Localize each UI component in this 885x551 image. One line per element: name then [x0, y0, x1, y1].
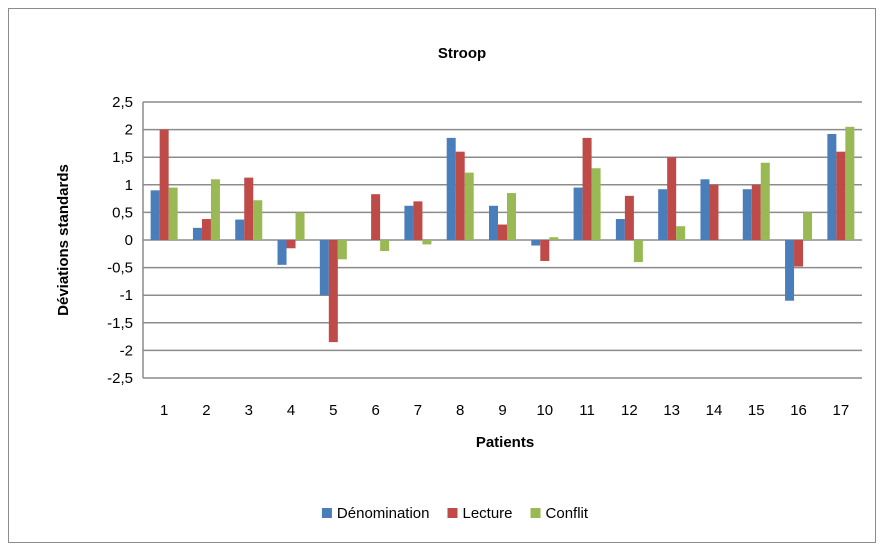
- bar-conflit-15: [760, 162, 770, 240]
- bar-d-nomination-13: [658, 189, 668, 240]
- bar-conflit-6: [380, 240, 390, 252]
- y-tick-label: 1: [125, 177, 133, 194]
- bar-d-nomination-9: [489, 205, 498, 240]
- bar-lecture-4: [286, 240, 296, 249]
- bar-lecture-11: [582, 137, 592, 240]
- x-tick-label: 10: [536, 402, 553, 419]
- x-tick-label: 3: [245, 402, 253, 419]
- bar-lecture-12: [624, 195, 634, 240]
- bar-lecture-10: [540, 240, 550, 261]
- bar-conflit-9: [507, 193, 516, 240]
- bar-lecture-2: [201, 219, 211, 240]
- bar-conflit-16: [803, 212, 813, 240]
- bar-d-nomination-8: [446, 137, 456, 240]
- x-tick-label: 2: [202, 402, 210, 419]
- x-tick-label: 7: [414, 402, 422, 419]
- legend-label: Conflit: [546, 505, 589, 522]
- bar-d-nomination-14: [700, 179, 710, 240]
- y-tick-label: -2,5: [107, 370, 133, 387]
- y-tick-label: 1,5: [112, 149, 133, 166]
- x-tick-label: 11: [579, 402, 595, 419]
- bar-lecture-14: [709, 184, 719, 240]
- bar-d-nomination-7: [404, 205, 414, 240]
- bar-d-nomination-17: [827, 134, 837, 240]
- bar-d-nomination-16: [785, 240, 795, 301]
- y-tick-label: -1: [120, 287, 133, 304]
- bar-d-nomination-1: [150, 190, 160, 240]
- bar-d-nomination-11: [573, 187, 583, 240]
- bar-conflit-8: [464, 172, 474, 240]
- bar-conflit-11: [591, 168, 601, 240]
- bar-d-nomination-5: [319, 240, 329, 296]
- axes: 2,521,510,50-0,5-1-1,5-2-2,51 2 3 4 5 6 7 8 9 10 1…: [107, 94, 849, 419]
- bars: [150, 126, 855, 343]
- bar-conflit-4: [295, 212, 305, 240]
- bar-d-nomination-12: [615, 219, 625, 240]
- bar-lecture-7: [413, 201, 423, 240]
- bar-d-nomination-4: [277, 240, 287, 265]
- bar-lecture-3: [244, 177, 254, 240]
- bar-conflit-17: [845, 126, 855, 240]
- bar-lecture-9: [498, 224, 507, 240]
- bar-conflit-1: [168, 187, 178, 240]
- x-tick-label: 15: [748, 402, 765, 419]
- x-tick-label: 13: [663, 402, 680, 419]
- x-tick-label: 1: [160, 402, 168, 419]
- bar-lecture-15: [751, 184, 761, 240]
- gridlines: [143, 101, 862, 379]
- bar-d-nomination-10: [531, 240, 541, 246]
- x-tick-label: 6: [371, 402, 379, 419]
- legend-swatch-d-nomination: [321, 508, 332, 518]
- y-tick-label: 0: [125, 232, 133, 249]
- legend-label: Lecture: [462, 505, 512, 522]
- x-axis-title: Patients: [476, 434, 534, 451]
- y-tick-label: -2: [120, 342, 133, 359]
- bar-lecture-6: [371, 194, 381, 240]
- x-tick-label: 4: [287, 402, 295, 419]
- x-tick-label: 14: [706, 402, 723, 419]
- y-tick-label: -1,5: [107, 315, 133, 332]
- bar-d-nomination-2: [192, 227, 202, 240]
- x-tick-label: 8: [456, 402, 464, 419]
- y-tick-label: 2: [125, 122, 133, 139]
- chart-title: Stroop: [438, 45, 486, 62]
- bar-lecture-16: [794, 240, 804, 267]
- x-tick-label: 12: [621, 402, 638, 419]
- y-tick-label: -0,5: [107, 260, 133, 277]
- legend-swatch-conflit: [530, 508, 541, 518]
- bar-d-nomination-15: [742, 189, 752, 240]
- legend-swatch-lecture: [447, 508, 458, 518]
- bar-d-nomination-3: [235, 219, 245, 240]
- bar-lecture-17: [836, 151, 846, 240]
- bar-conflit-13: [676, 226, 686, 240]
- bar-lecture-5: [328, 240, 338, 343]
- bar-lecture-1: [159, 129, 169, 240]
- y-tick-label: 0,5: [112, 204, 133, 221]
- bar-conflit-3: [253, 200, 263, 240]
- chart-frame: [8, 8, 876, 543]
- bar-conflit-12: [633, 240, 643, 263]
- bar-lecture-13: [667, 157, 677, 240]
- x-tick-label: 16: [790, 402, 807, 419]
- legend: Dénomination Lecture Conflit: [321, 505, 589, 522]
- bar-conflit-10: [549, 237, 559, 240]
- bar-conflit-5: [337, 240, 347, 260]
- y-axis-title: Déviations standards: [55, 164, 72, 316]
- bar-lecture-8: [455, 151, 465, 240]
- bar-conflit-7: [422, 240, 432, 245]
- y-tick-label: 2,5: [112, 94, 133, 111]
- legend-label: Dénomination: [337, 505, 430, 522]
- x-tick-label: 5: [329, 402, 337, 419]
- bar-conflit-2: [210, 179, 220, 240]
- x-tick-label: 9: [498, 402, 506, 419]
- x-tick-label: 17: [833, 402, 850, 419]
